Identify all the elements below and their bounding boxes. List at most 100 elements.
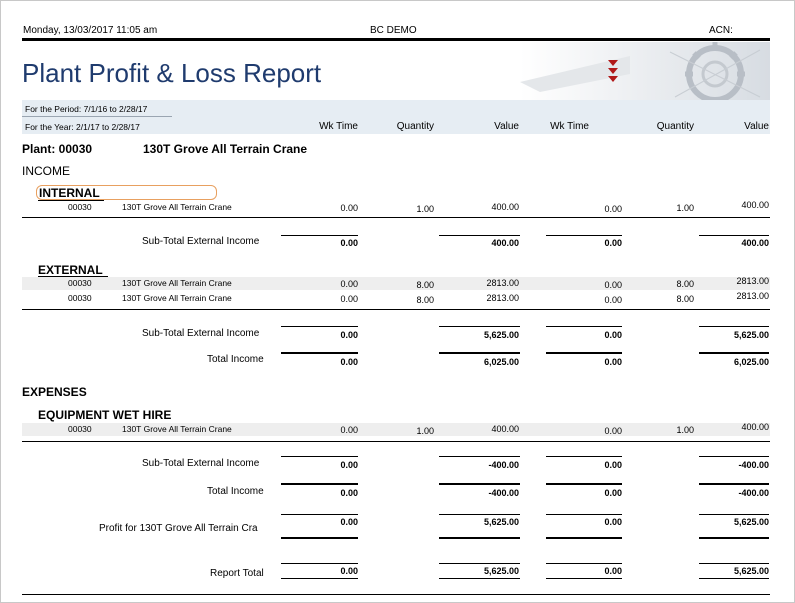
expenses-total-label: Total Income <box>207 486 264 497</box>
footer-rule <box>22 594 770 595</box>
profit-val1: 5,625.00 <box>483 517 519 527</box>
expenses-total-rule-val2 <box>699 483 769 485</box>
income-heading: INCOME <box>22 164 70 178</box>
external-row-1-val1: 2813.00 <box>486 278 519 288</box>
wet-hire-row-qty2: 1.00 <box>676 425 694 435</box>
external-row-1-wk2: 0.00 <box>604 280 622 290</box>
gear-watermark-logo <box>520 42 770 100</box>
internal-heading: INTERNAL <box>39 186 100 200</box>
profit-rule-bottom-val2 <box>699 537 769 539</box>
internal-subtotal-wk1: 0.00 <box>340 238 358 248</box>
acn-label: ACN: <box>709 25 733 36</box>
wet-hire-row-wk1: 0.00 <box>340 425 358 435</box>
expenses-total-rule-wk2 <box>546 483 622 485</box>
internal-row-val1: 400.00 <box>491 202 519 212</box>
wet-hire-row-wk2: 0.00 <box>604 426 622 436</box>
internal-subtotal-rule-wk1 <box>281 235 358 236</box>
col-value-1: Value <box>494 121 519 132</box>
wet-hire-subtotal-rule-val1 <box>439 456 520 457</box>
report-total-wk1: 0.00 <box>340 566 358 576</box>
expenses-total-wk2: 0.00 <box>604 488 622 498</box>
wet-hire-subtotal-label: Sub-Total External Income <box>142 458 260 469</box>
profit-rule-top-val2 <box>699 514 769 515</box>
expenses-total-rule-val1 <box>439 483 520 485</box>
col-quantity-1: Quantity <box>396 121 434 132</box>
report-total-rule-bottom-val2 <box>699 578 769 579</box>
external-rows-rule <box>22 309 770 310</box>
external-subtotal-label: Sub-Total External Income <box>142 328 260 339</box>
total-income-rule-val2 <box>699 352 769 354</box>
profit-label: Profit for 130T Grove All Terrain Cra <box>99 523 258 534</box>
wet-hire-rows-rule <box>22 441 770 442</box>
profit-rule-top-val1 <box>439 514 520 515</box>
plant-label: Plant: 00030 <box>22 142 93 156</box>
wet-hire-subtotal-rule-wk1 <box>281 456 358 457</box>
internal-subtotal-label: Sub-Total External Income <box>142 236 260 247</box>
header-rule <box>22 38 770 41</box>
wet-hire-row-val2: 400.00 <box>741 422 769 432</box>
company-name: BC DEMO <box>370 25 417 36</box>
internal-subtotal-rule-val1 <box>439 235 520 236</box>
wet-hire-row-desc: 130T Grove All Terrain Crane <box>122 424 232 434</box>
report-total-rule-top-wk1 <box>281 563 358 564</box>
period-divider <box>22 116 172 117</box>
report-total-rule-top-wk2 <box>546 563 622 564</box>
report-total-wk2: 0.00 <box>604 566 622 576</box>
report-title: Plant Profit & Loss Report <box>22 58 322 88</box>
external-subtotal-rule-val1 <box>439 326 520 327</box>
report-total-val2: 5,625.00 <box>733 566 769 576</box>
wet-hire-row-code: 00030 <box>68 424 92 434</box>
report-datetime: Monday, 13/03/2017 11:05 am <box>23 25 158 36</box>
external-row-2-wk1: 0.00 <box>340 294 358 304</box>
internal-underline <box>38 200 104 201</box>
period-band <box>22 100 770 134</box>
external-row-2-val2: 2813.00 <box>736 291 769 301</box>
external-row-2-desc: 130T Grove All Terrain Crane <box>122 293 232 303</box>
internal-row-val2: 400.00 <box>741 200 769 210</box>
external-row-1-code: 00030 <box>68 278 92 288</box>
profit-rule-top-wk2 <box>546 514 622 515</box>
expenses-total-val1: -400.00 <box>488 488 519 498</box>
expenses-total-val2: -400.00 <box>738 488 769 498</box>
external-row-2-qty2: 8.00 <box>676 294 694 304</box>
profit-rule-bottom-val1 <box>439 537 520 539</box>
wet-hire-row-val1: 400.00 <box>491 424 519 434</box>
total-income-val1: 6,025.00 <box>483 357 519 367</box>
logo-band <box>520 42 770 100</box>
wet-hire-row-qty1: 1.00 <box>416 426 434 436</box>
wet-hire-subtotal-rule-wk2 <box>546 456 622 457</box>
external-subtotal-rule-val2 <box>699 326 769 327</box>
total-income-rule-val1 <box>439 352 520 354</box>
year-text: For the Year: 2/1/17 to 2/28/17 <box>25 122 140 132</box>
plant-name: 130T Grove All Terrain Crane <box>143 142 308 156</box>
internal-rows-rule <box>22 217 770 218</box>
report-total-label: Report Total <box>210 568 264 579</box>
total-income-rule-wk2 <box>546 352 622 354</box>
total-income-wk2: 0.00 <box>604 357 622 367</box>
total-income-val2: 6,025.00 <box>733 357 769 367</box>
external-subtotal-rule-wk2 <box>546 326 622 327</box>
external-subtotal-wk1: 0.00 <box>340 330 358 340</box>
wet-hire-heading: EQUIPMENT WET HIRE <box>38 408 172 422</box>
report-total-val1: 5,625.00 <box>483 566 519 576</box>
col-wk-time-2: Wk Time <box>550 121 589 132</box>
external-row-2-val1: 2813.00 <box>486 293 519 303</box>
wet-hire-subtotal-val2: -400.00 <box>738 460 769 470</box>
external-row-2-qty1: 8.00 <box>416 295 434 305</box>
internal-row-qty2: 1.00 <box>676 203 694 213</box>
external-subtotal-rule-wk1 <box>281 326 358 327</box>
external-subtotal-val2: 5,625.00 <box>733 330 769 340</box>
internal-subtotal-rule-val2 <box>699 235 769 236</box>
external-row-2-code: 00030 <box>68 293 92 303</box>
internal-subtotal-val2: 400.00 <box>741 238 769 248</box>
expenses-total-rule-wk1 <box>281 483 358 485</box>
report-total-rule-top-val2 <box>699 563 769 564</box>
internal-row-code: 00030 <box>68 202 92 212</box>
profit-rule-top-wk1 <box>281 514 358 515</box>
internal-row-wk2: 0.00 <box>604 204 622 214</box>
triple-down-arrow-icon <box>606 58 620 91</box>
report-total-rule-bottom-wk2 <box>546 578 622 579</box>
profit-rule-bottom-wk1 <box>281 537 358 539</box>
report-total-rule-top-val1 <box>439 563 520 564</box>
col-value-2: Value <box>744 121 769 132</box>
